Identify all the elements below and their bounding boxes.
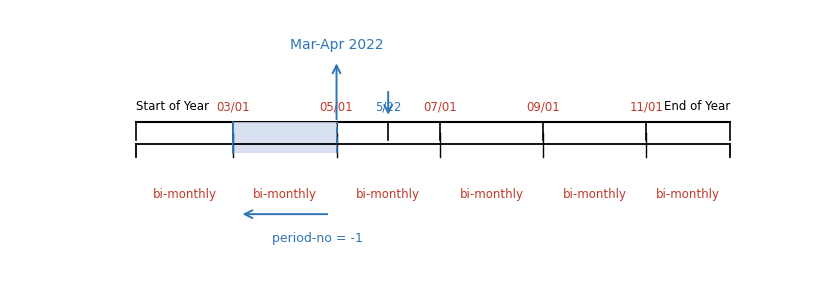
Text: bi-monthly: bi-monthly xyxy=(563,188,626,201)
Bar xyxy=(233,122,337,153)
Text: bi-monthly: bi-monthly xyxy=(656,188,721,201)
Text: 05/01: 05/01 xyxy=(320,100,353,113)
Text: bi-monthly: bi-monthly xyxy=(357,188,420,201)
Text: bi-monthly: bi-monthly xyxy=(460,188,523,201)
Text: 03/01: 03/01 xyxy=(217,100,250,113)
Text: bi-monthly: bi-monthly xyxy=(152,188,217,201)
Text: Start of Year: Start of Year xyxy=(137,100,209,113)
Text: 5/22: 5/22 xyxy=(375,100,402,113)
Text: 09/01: 09/01 xyxy=(526,100,560,113)
Text: End of Year: End of Year xyxy=(664,100,731,113)
Text: 11/01: 11/01 xyxy=(630,100,663,113)
Text: period-no = -1: period-no = -1 xyxy=(272,232,363,245)
Text: Mar-Apr 2022: Mar-Apr 2022 xyxy=(290,38,383,52)
Text: 07/01: 07/01 xyxy=(423,100,456,113)
Text: bi-monthly: bi-monthly xyxy=(253,188,317,201)
